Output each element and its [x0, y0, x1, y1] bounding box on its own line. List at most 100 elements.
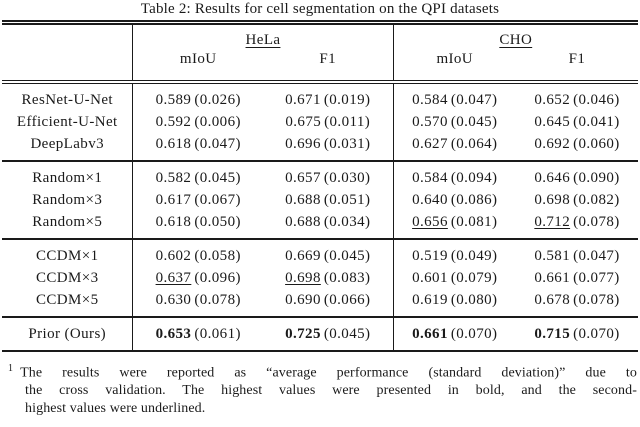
- cell-mean: 0.652: [534, 91, 571, 108]
- cell-mean: 0.690: [285, 291, 321, 308]
- value-cell: 0.688 (0.051): [263, 189, 393, 211]
- cell-std: (0.070): [450, 325, 498, 342]
- value-cell: 0.619 (0.080): [392, 289, 516, 317]
- cell-std: (0.041): [573, 113, 620, 130]
- value-cell: 0.698 (0.082): [516, 189, 638, 211]
- cell-std: (0.077): [573, 269, 620, 286]
- row-label: Efficient-U-Net: [16, 113, 118, 130]
- metric-header-row: mIoU F1 mIoU F1: [2, 49, 638, 82]
- cell-mean: 0.584: [412, 169, 448, 186]
- value-cell: 0.688 (0.034): [263, 211, 393, 239]
- corner-cell: [2, 23, 133, 50]
- cell-std: (0.047): [194, 135, 241, 152]
- cell-mean: 0.661: [534, 269, 571, 286]
- metric-header-cho-f1: F1: [568, 50, 586, 67]
- cell-mean: 0.698: [285, 269, 321, 286]
- cell-mean: 0.618: [155, 213, 192, 230]
- footnote-line: 1 The results were reported as “average p…: [8, 360, 637, 382]
- cell-mean: 0.617: [155, 191, 192, 208]
- cell-std: (0.082): [573, 191, 620, 208]
- row-label: CCDM×3: [35, 269, 99, 286]
- table-row: CCDM×5 0.630 (0.078) 0.690 (0.066) 0.619 (0.08…: [2, 289, 638, 317]
- cell-mean: 0.669: [285, 247, 321, 264]
- cell-mean: 0.698: [534, 191, 571, 208]
- cell-std: (0.094): [450, 169, 498, 186]
- footnote-marker: 1: [8, 363, 14, 374]
- cell-mean: 0.678: [534, 291, 571, 308]
- value-cell: 0.671 (0.019): [263, 82, 393, 111]
- cell-mean: 0.581: [534, 247, 571, 264]
- cell-std: (0.047): [450, 91, 498, 108]
- table-row: Efficient-U-Net 0.592 (0.006) 0.675 (0.011) 0…: [2, 111, 638, 133]
- table-footnote: 1 The results were reported as “average p…: [8, 360, 637, 417]
- cell-mean: 0.570: [412, 113, 448, 130]
- value-cell: 0.519 (0.049): [392, 239, 516, 267]
- value-cell: 0.675 (0.011): [263, 111, 393, 133]
- cell-std: (0.067): [194, 191, 241, 208]
- value-cell: 0.592 (0.006): [132, 111, 263, 133]
- cell-mean: 0.715: [534, 325, 571, 342]
- cell-std: (0.096): [194, 269, 241, 286]
- cell-std: (0.050): [194, 213, 241, 230]
- cell-std: (0.049): [450, 247, 498, 264]
- cell-std: (0.030): [323, 169, 371, 186]
- value-cell: 0.698 (0.083): [263, 267, 393, 289]
- value-cell: 0.715 (0.070): [516, 317, 638, 351]
- value-cell: 0.602 (0.058): [132, 239, 263, 267]
- cell-mean: 0.675: [285, 113, 322, 130]
- value-cell: 0.725 (0.045): [263, 317, 393, 351]
- value-cell: 0.712 (0.078): [516, 211, 638, 239]
- cell-mean: 0.725: [285, 325, 321, 342]
- value-cell: 0.661 (0.070): [392, 317, 516, 351]
- cell-std: (0.086): [450, 191, 498, 208]
- value-cell: 0.669 (0.045): [263, 239, 393, 267]
- cell-mean: 0.519: [412, 247, 448, 264]
- row-label: DeepLabv3: [30, 135, 105, 152]
- cell-mean: 0.671: [285, 91, 321, 108]
- value-cell: 0.584 (0.094): [392, 161, 516, 189]
- row-label: ResNet-U-Net: [21, 91, 113, 108]
- table-row: DeepLabv3 0.618 (0.047) 0.696 (0.031) 0.627 (0…: [2, 133, 638, 161]
- section-baselines: ResNet-U-Net 0.589 (0.026) 0.671 (0.019) 0.58…: [1, 82, 638, 161]
- table-row: Random×1 0.582 (0.045) 0.657 (0.030) 0.584 (0.…: [2, 161, 638, 189]
- cell-mean: 0.601: [412, 269, 448, 286]
- cell-mean: 0.589: [155, 91, 192, 108]
- section-random: Random×1 0.582 (0.045) 0.657 (0.030) 0.584 (0.…: [1, 161, 638, 239]
- table-row: CCDM×3 0.637 (0.096) 0.698 (0.083) 0.601 (0.07…: [2, 267, 638, 289]
- value-cell: 0.678 (0.078): [516, 289, 638, 317]
- table-row: Random×5 0.618 (0.050) 0.688 (0.034) 0.656 (0.…: [2, 211, 638, 239]
- cell-mean: 0.637: [155, 269, 192, 286]
- cell-mean: 0.656: [412, 213, 448, 230]
- cell-std: (0.078): [573, 291, 620, 308]
- cell-std: (0.081): [450, 213, 498, 230]
- row-label: Random×3: [32, 191, 103, 208]
- cell-mean: 0.640: [412, 191, 448, 208]
- cell-std: (0.078): [573, 213, 620, 230]
- value-cell: 0.627 (0.064): [392, 133, 516, 161]
- value-cell: 0.589 (0.026): [132, 82, 263, 111]
- cell-mean: 0.618: [155, 135, 192, 152]
- cell-mean: 0.627: [412, 135, 448, 152]
- value-cell: 0.618 (0.050): [132, 211, 263, 239]
- table-row: Random×3 0.617 (0.067) 0.688 (0.051) 0.640 (0.…: [2, 189, 638, 211]
- cell-std: (0.045): [450, 113, 498, 130]
- cell-std: (0.079): [450, 269, 498, 286]
- cell-std: (0.031): [323, 135, 371, 152]
- value-cell: 0.618 (0.047): [132, 133, 263, 161]
- cell-std: (0.026): [194, 91, 241, 108]
- value-cell: 0.661 (0.077): [516, 267, 638, 289]
- row-label: CCDM×1: [35, 247, 99, 264]
- table-row: ResNet-U-Net 0.589 (0.026) 0.671 (0.019) 0.58…: [2, 82, 638, 111]
- cell-std: (0.034): [323, 213, 371, 230]
- cell-mean: 0.712: [534, 213, 571, 230]
- cell-mean: 0.688: [285, 213, 321, 230]
- value-cell: 0.646 (0.090): [516, 161, 638, 189]
- value-cell: 0.652 (0.046): [516, 82, 638, 111]
- cell-std: (0.066): [323, 291, 371, 308]
- cell-mean: 0.657: [285, 169, 321, 186]
- cell-mean: 0.661: [412, 325, 448, 342]
- row-label: Prior (Ours): [28, 325, 107, 342]
- group-label: CHO: [499, 32, 533, 48]
- value-cell: 0.645 (0.041): [516, 111, 638, 133]
- value-cell: 0.657 (0.030): [263, 161, 393, 189]
